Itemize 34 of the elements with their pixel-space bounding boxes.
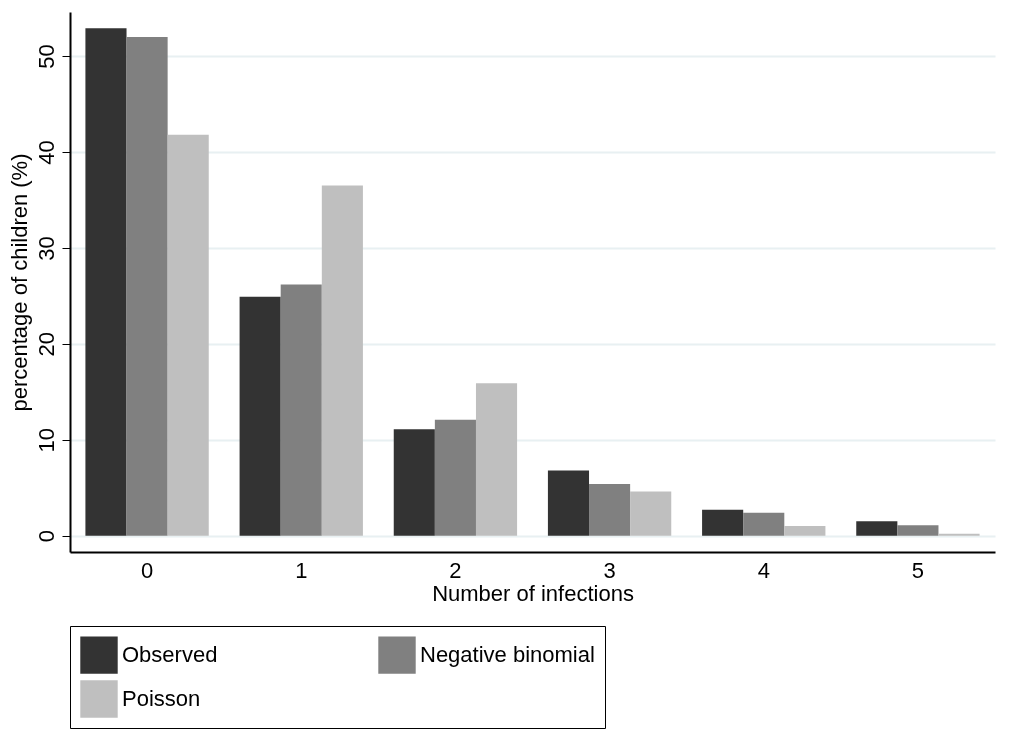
bar [702, 509, 744, 536]
y-tick-label: 10 [33, 428, 59, 453]
legend-label: Negative binomial [420, 642, 595, 668]
x-tick-label: 4 [757, 557, 770, 583]
x-tick-label: 1 [295, 557, 308, 583]
legend-label: Observed [122, 642, 218, 668]
bar [167, 134, 209, 536]
bar [784, 526, 826, 536]
bar [126, 36, 168, 536]
y-tick-label: 20 [33, 332, 59, 357]
bar [239, 296, 281, 536]
bar [856, 521, 898, 536]
x-tick-label: 3 [603, 557, 616, 583]
x-axis-title: Number of infections [432, 580, 634, 606]
bar [743, 512, 785, 536]
x-tick-label: 0 [140, 557, 154, 583]
y-tick-label: 50 [33, 44, 59, 69]
bar [280, 284, 322, 536]
x-tick-label: 2 [449, 557, 462, 583]
bar [434, 419, 476, 536]
bar [897, 525, 939, 536]
bar [393, 429, 435, 536]
bar [630, 491, 672, 536]
y-tick-label: 30 [33, 236, 59, 261]
bar [85, 28, 127, 536]
y-axis-title: percentage of children (%) [6, 153, 32, 412]
bar [589, 483, 631, 536]
legend-label: Poisson [122, 686, 201, 711]
bar [475, 383, 518, 536]
bar [321, 185, 363, 536]
y-tick-label: 40 [33, 140, 59, 165]
y-tick-label: 0 [33, 530, 59, 543]
bar [547, 470, 590, 536]
x-tick-label: 5 [911, 557, 925, 583]
